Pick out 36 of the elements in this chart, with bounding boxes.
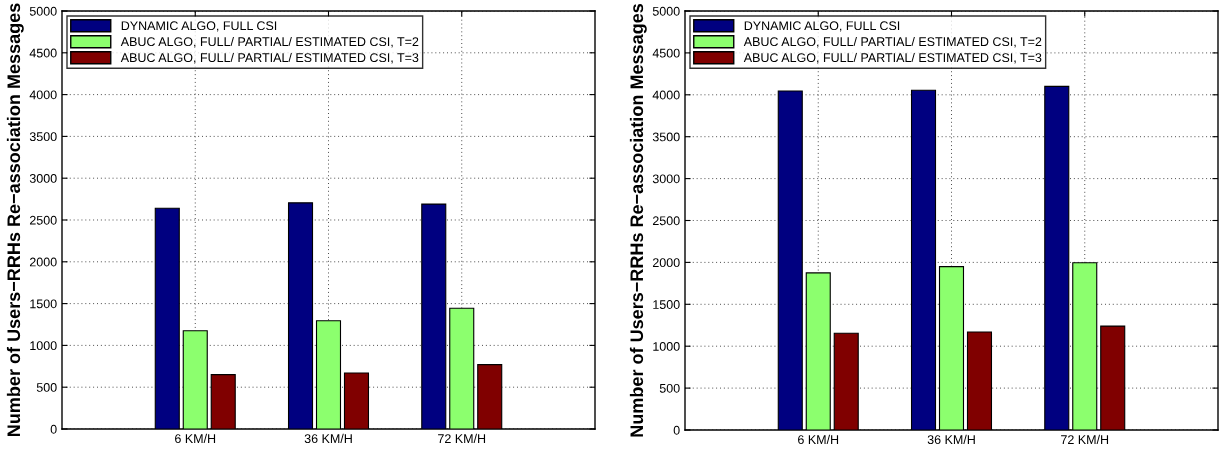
y-tick-label: 2500 <box>29 215 57 225</box>
y-tick-label: 3500 <box>652 132 680 142</box>
y-tick-label: 2000 <box>29 257 57 267</box>
y-tick-label: 1500 <box>653 300 680 309</box>
y-tick-label: 0 <box>50 424 57 434</box>
y-tick-label: 1000 <box>30 341 57 351</box>
y-tick-label: 4500 <box>29 48 57 58</box>
y-tick-label: 4000 <box>29 90 57 100</box>
legend-label: DYNAMIC ALGO, FULL CSI <box>121 21 277 32</box>
y-axis-title: Number of Users−RRHs Re−association Messages <box>6 3 24 437</box>
y-tick-label: 2500 <box>652 216 680 226</box>
y-tick-label: 3000 <box>652 174 680 184</box>
legend-label: ABUC ALGO, FULL/ PARTIAL/ ESTIMATED CSI, T=3 <box>120 52 419 64</box>
x-tick-label: 36 KM/H <box>304 433 352 444</box>
y-tick-label: 3000 <box>29 174 57 183</box>
y-tick-label: 500 <box>659 383 680 393</box>
legend-label: ABUC ALGO, FULL/ PARTIAL/ ESTIMATED CSI, T=3 <box>743 52 1042 64</box>
x-tick-label: 72 KM/H <box>438 433 486 444</box>
x-tick-label: 6 KM/H <box>798 434 839 445</box>
x-tick-label: 6 KM/H <box>175 433 216 444</box>
y-tick-label: 1000 <box>653 342 680 351</box>
x-tick-label: 36 KM/H <box>927 434 975 445</box>
y-tick-label: 2000 <box>652 258 680 268</box>
y-tick-label: 500 <box>36 383 57 392</box>
y-tick-label: 4500 <box>652 48 680 58</box>
y-axis-title: Number of Users−RRHs Re−association Messages <box>629 3 647 437</box>
y-tick-label: 1500 <box>30 299 57 309</box>
legend-label: ABUC ALGO, FULL/ PARTIAL/ ESTIMATED CSI, T=2 <box>743 36 1042 48</box>
y-tick-label: 5000 <box>652 6 680 16</box>
legend-label: ABUC ALGO, FULL/ PARTIAL/ ESTIMATED CSI, T=2 <box>120 36 419 48</box>
y-tick-label: 3500 <box>29 132 57 142</box>
legend-label: DYNAMIC ALGO, FULL CSI <box>744 21 900 32</box>
x-tick-label: 72 KM/H <box>1061 434 1109 445</box>
y-tick-label: 4000 <box>652 90 680 100</box>
y-tick-label: 5000 <box>29 6 57 16</box>
y-tick-label: 0 <box>673 425 680 435</box>
